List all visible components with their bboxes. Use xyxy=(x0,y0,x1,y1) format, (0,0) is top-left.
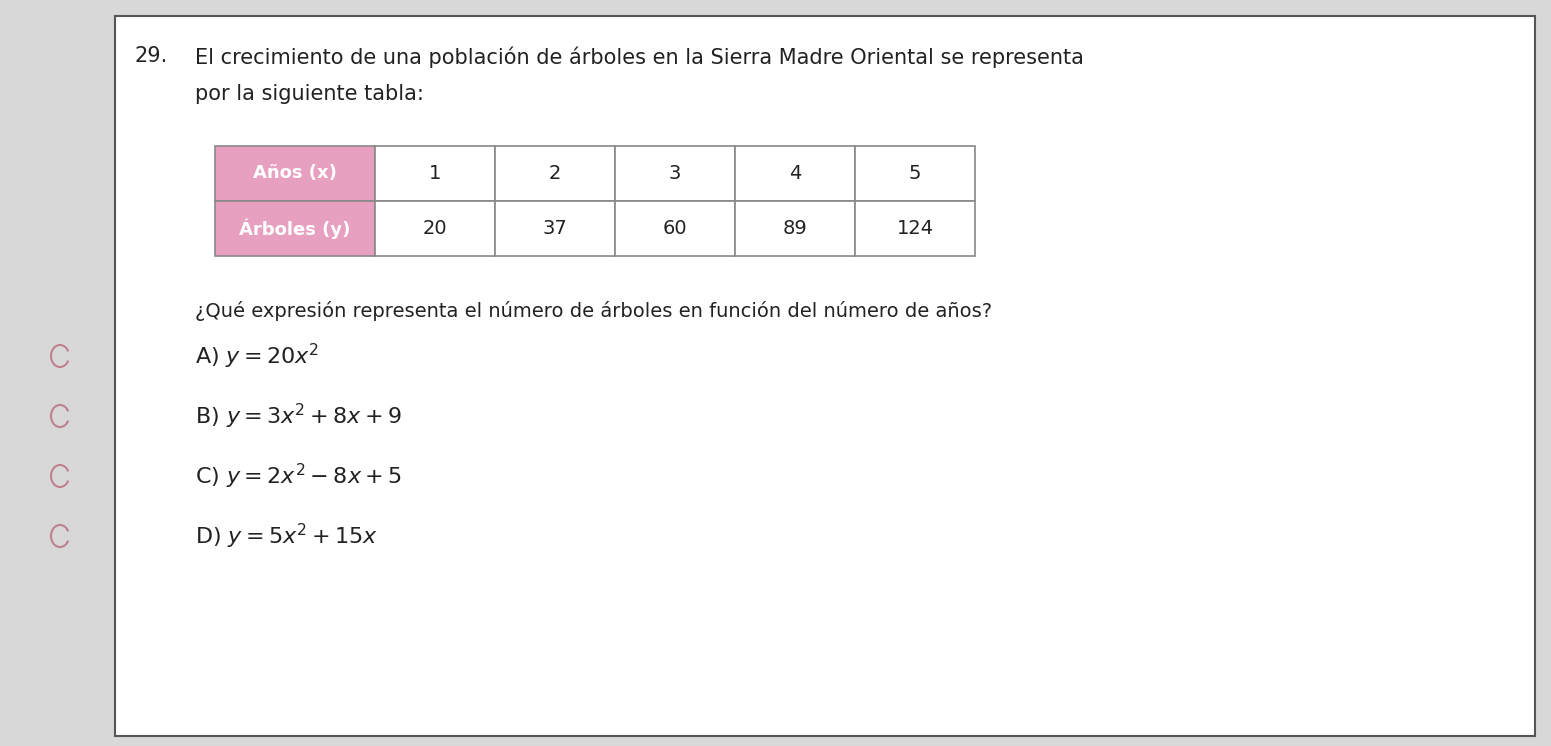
Bar xyxy=(495,146,616,201)
Bar xyxy=(216,146,375,201)
Text: 3: 3 xyxy=(668,164,681,183)
Text: 1: 1 xyxy=(428,164,440,183)
Bar xyxy=(616,146,735,201)
Text: ¿Qué expresión representa el número de árboles en función del número de años?: ¿Qué expresión representa el número de á… xyxy=(195,301,993,321)
Text: 60: 60 xyxy=(662,219,687,238)
Bar xyxy=(375,146,495,201)
Text: D) $y = 5x^2 + 15x$: D) $y = 5x^2 + 15x$ xyxy=(195,521,378,551)
Bar xyxy=(855,201,976,256)
Bar xyxy=(735,146,855,201)
Bar xyxy=(616,201,735,256)
Bar xyxy=(375,201,495,256)
Text: 4: 4 xyxy=(789,164,802,183)
Text: 2: 2 xyxy=(549,164,561,183)
Text: C) $y = 2x^2 - 8x + 5$: C) $y = 2x^2 - 8x + 5$ xyxy=(195,461,402,491)
Text: 124: 124 xyxy=(896,219,934,238)
Bar xyxy=(216,201,375,256)
Text: 37: 37 xyxy=(543,219,568,238)
Text: El crecimiento de una población de árboles en la Sierra Madre Oriental se repres: El crecimiento de una población de árbol… xyxy=(195,46,1084,67)
Text: A) $y = 20x^2$: A) $y = 20x^2$ xyxy=(195,342,320,371)
Bar xyxy=(855,146,976,201)
Bar xyxy=(735,201,855,256)
Text: B) $y = 3x^2 + 8x + 9$: B) $y = 3x^2 + 8x + 9$ xyxy=(195,401,402,430)
Text: 5: 5 xyxy=(909,164,921,183)
Text: 89: 89 xyxy=(783,219,808,238)
Text: 29.: 29. xyxy=(135,46,168,66)
Text: Años (x): Años (x) xyxy=(253,165,337,183)
Text: Árboles (y): Árboles (y) xyxy=(239,219,351,239)
Text: por la siguiente tabla:: por la siguiente tabla: xyxy=(195,84,423,104)
Text: 20: 20 xyxy=(423,219,447,238)
Bar xyxy=(495,201,616,256)
